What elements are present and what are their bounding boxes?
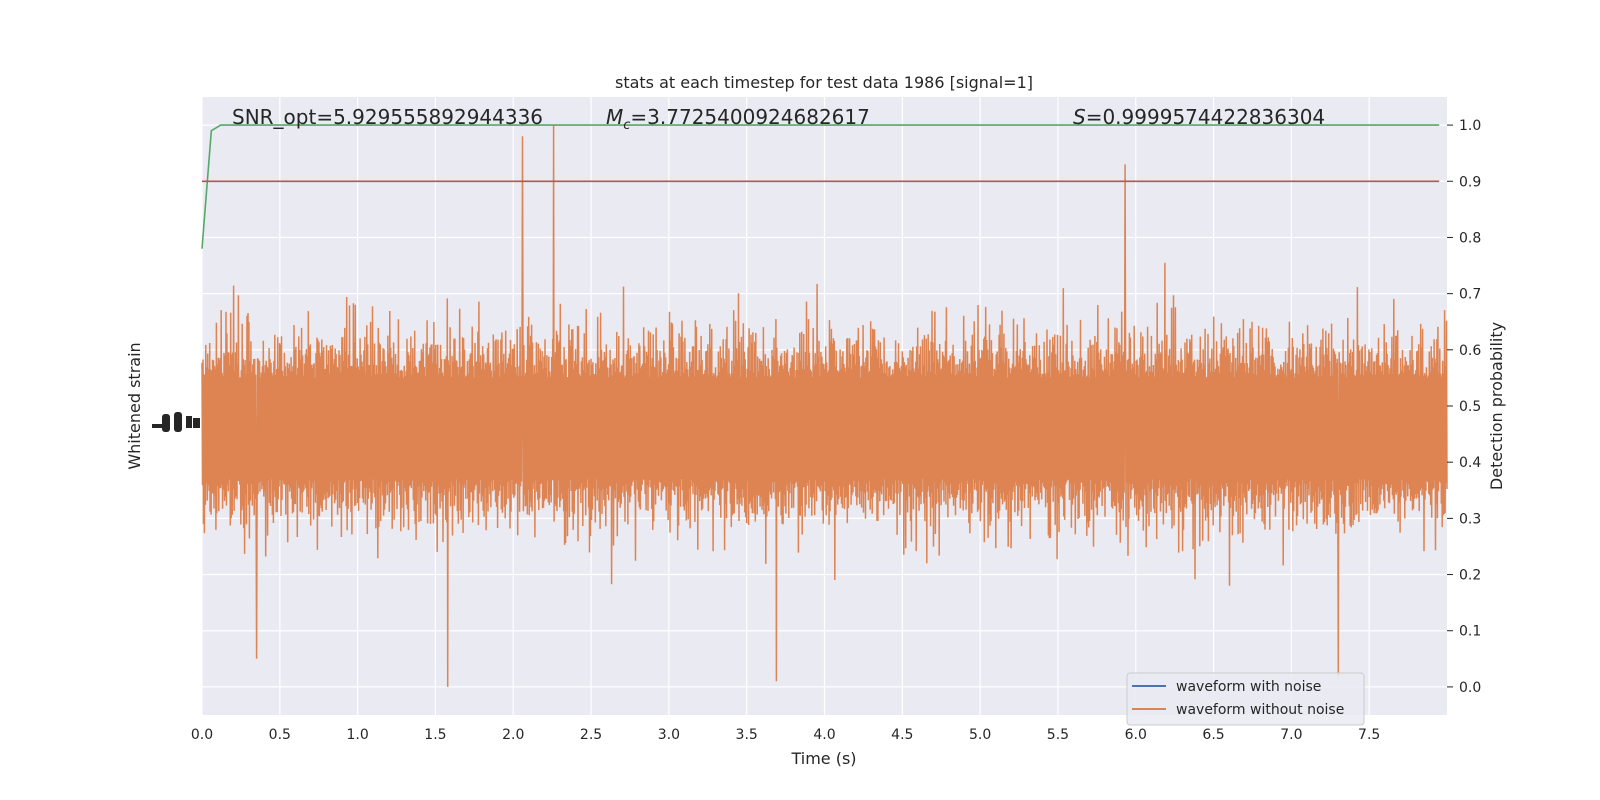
x-tick-label: 7.5: [1358, 727, 1380, 743]
legend-label-without-noise: waveform without noise: [1176, 702, 1344, 718]
y-right-tick-label: 0.6: [1459, 343, 1481, 359]
chirp-mass-symbol: M: [606, 105, 623, 129]
legend-label-with-noise: waveform with noise: [1176, 679, 1321, 695]
chirp-mass-value: =3.7725400924682617: [630, 105, 869, 129]
x-tick-label: 2.0: [502, 727, 524, 743]
y-right-tick-label: 0.0: [1459, 680, 1481, 696]
y-left-axis-label: Whitened strain: [125, 342, 144, 469]
stat-value: =0.9999574422836304: [1086, 105, 1325, 129]
y-right-tick-label: 0.9: [1459, 174, 1481, 190]
x-tick-label: 5.5: [1047, 727, 1069, 743]
stat-annotation: S=0.9999574422836304: [1073, 105, 1325, 129]
chirp-mass-subscript: c: [623, 118, 630, 133]
waveform-without-noise-trace: [201, 125, 1448, 687]
y-right-tick-label: 0.5: [1459, 399, 1481, 415]
y-right-tick-label: 0.8: [1459, 230, 1481, 246]
y-right-tick-label: 0.2: [1459, 568, 1481, 584]
x-tick-label: 6.0: [1125, 727, 1147, 743]
chirp-mass-annotation: Mc=3.7725400924682617: [606, 105, 870, 133]
x-tick-label: 2.5: [580, 727, 602, 743]
x-tick-label: 6.5: [1202, 727, 1224, 743]
y-right-tick-label: 0.1: [1459, 624, 1481, 640]
x-tick-label: 3.0: [658, 727, 680, 743]
y-right-axis-ticks: 0.0 0.1 0.2 0.3 0.4 0.5 0.6 0.7 0.8 0.9 1.0: [1447, 118, 1481, 696]
y-right-tick-label: 0.3: [1459, 511, 1481, 527]
chart-title: stats at each timestep for test data 198…: [615, 73, 1033, 92]
x-tick-label: 4.5: [891, 727, 913, 743]
x-tick-label: 1.5: [424, 727, 446, 743]
x-tick-label: 5.0: [969, 727, 991, 743]
x-tick-label: 7.0: [1280, 727, 1302, 743]
collapsed-left-axis-ticks: [152, 412, 200, 432]
x-tick-label: 0.0: [191, 727, 213, 743]
x-tick-label: 4.0: [813, 727, 835, 743]
x-tick-label: 0.5: [269, 727, 291, 743]
y-right-axis-label: Detection probability: [1487, 322, 1506, 490]
x-axis-label: Time (s): [790, 749, 856, 768]
stat-symbol: S: [1073, 105, 1086, 129]
y-right-tick-label: 0.4: [1459, 455, 1481, 471]
waveform-without-noise-line: [201, 125, 1448, 687]
x-tick-label: 3.5: [736, 727, 758, 743]
legend-box: [1126, 672, 1365, 726]
x-tick-label: 1.0: [346, 727, 368, 743]
x-axis-ticks: 0.0 0.5 1.0 1.5 2.0 2.5 3.0 3.5 4.0 4.5 5.0 5.5 6.0 6…: [191, 727, 1380, 743]
y-right-tick-label: 1.0: [1459, 118, 1481, 134]
legend: waveform with noise waveform without noi…: [1126, 672, 1365, 726]
detection-probability-line: [201, 124, 1440, 249]
snr-annotation: SNR_opt=5.929555892944336: [232, 105, 543, 129]
y-right-tick-label: 0.7: [1459, 287, 1481, 303]
